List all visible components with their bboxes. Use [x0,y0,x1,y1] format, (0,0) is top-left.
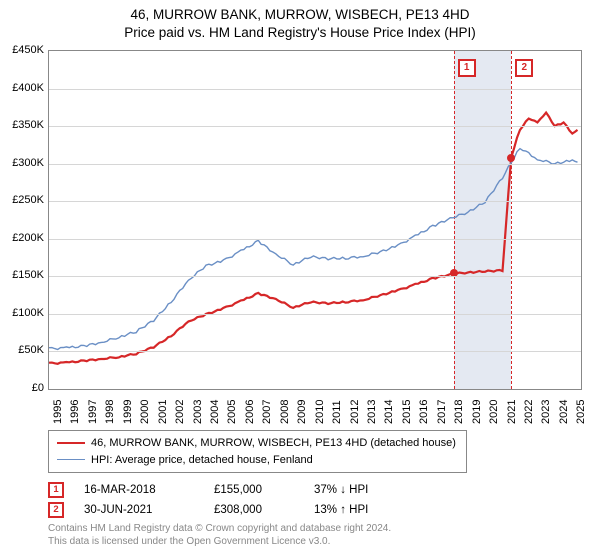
x-axis-label: 2012 [349,400,361,424]
title-main: 46, MURROW BANK, MURROW, WISBECH, PE13 4… [0,6,600,24]
legend-text-2: HPI: Average price, detached house, Fenl… [91,452,313,469]
gridline-h [49,164,581,165]
title-block: 46, MURROW BANK, MURROW, WISBECH, PE13 4… [0,0,600,41]
x-axis-label: 2018 [453,400,465,424]
x-axis-label: 2011 [331,400,343,424]
gridline-h [49,314,581,315]
y-axis-label: £450K [4,44,44,56]
legend-swatch-1 [57,442,85,444]
x-axis-label: 2010 [314,400,326,424]
x-axis-label: 2013 [366,400,378,424]
event-delta-1: 37% ↓ HPI [314,484,404,496]
y-axis-label: £50K [4,344,44,356]
legend-text-1: 46, MURROW BANK, MURROW, WISBECH, PE13 4… [91,435,456,452]
chart-container: 46, MURROW BANK, MURROW, WISBECH, PE13 4… [0,0,600,560]
x-axis-label: 2019 [471,400,483,424]
event-marker-1: 1 [48,482,64,498]
y-axis-label: £350K [4,119,44,131]
x-axis-label: 2022 [523,400,535,424]
footer-line-1: Contains HM Land Registry data © Crown c… [48,522,391,535]
event-price-2: £308,000 [214,504,294,516]
y-axis-label: £100K [4,307,44,319]
x-axis-label: 2008 [279,400,291,424]
gridline-h [49,201,581,202]
legend: 46, MURROW BANK, MURROW, WISBECH, PE13 4… [48,430,467,473]
gridline-h [49,126,581,127]
event-row: 1 16-MAR-2018 £155,000 37% ↓ HPI [48,482,404,498]
footer: Contains HM Land Registry data © Crown c… [48,522,391,548]
event-marker-2: 2 [48,502,64,518]
gridline-h [49,276,581,277]
plot-area: 1 2 [48,50,582,390]
x-axis-label: 2003 [192,400,204,424]
x-axis-label: 2025 [575,400,587,424]
gridline-h [49,239,581,240]
title-sub: Price paid vs. HM Land Registry's House … [0,24,600,42]
x-axis-label: 2014 [383,400,395,424]
x-axis-label: 2015 [401,400,413,424]
x-axis-label: 2020 [488,400,500,424]
marker-label-1: 1 [458,59,476,77]
x-axis-label: 2005 [226,400,238,424]
event-date-2: 30-JUN-2021 [84,504,194,516]
x-axis-label: 2002 [174,400,186,424]
gridline-h [49,351,581,352]
y-axis-label: £400K [4,82,44,94]
x-axis-label: 2004 [209,400,221,424]
x-axis-label: 2017 [436,400,448,424]
event-date-1: 16-MAR-2018 [84,484,194,496]
series-hpi [49,149,578,350]
legend-swatch-2 [57,459,85,460]
events-table: 1 16-MAR-2018 £155,000 37% ↓ HPI 2 30-JU… [48,478,404,522]
y-axis-label: £250K [4,194,44,206]
x-axis-label: 2016 [418,400,430,424]
x-axis-label: 2024 [558,400,570,424]
event-delta-2: 13% ↑ HPI [314,504,404,516]
sale-dot-2 [507,154,515,162]
x-axis-label: 1997 [87,400,99,424]
event-row: 2 30-JUN-2021 £308,000 13% ↑ HPI [48,502,404,518]
x-axis-label: 2000 [139,400,151,424]
y-axis-label: £0 [4,382,44,394]
event-price-1: £155,000 [214,484,294,496]
x-axis-label: 1995 [52,400,64,424]
x-axis-label: 1999 [122,400,134,424]
footer-line-2: This data is licensed under the Open Gov… [48,535,391,548]
x-axis-label: 2001 [157,400,169,424]
legend-item: 46, MURROW BANK, MURROW, WISBECH, PE13 4… [57,435,456,452]
y-axis-label: £200K [4,232,44,244]
gridline-h [49,89,581,90]
x-axis-label: 1998 [104,400,116,424]
legend-item: HPI: Average price, detached house, Fenl… [57,452,456,469]
y-axis-label: £300K [4,157,44,169]
line-svg [49,51,581,389]
x-axis-label: 2023 [540,400,552,424]
y-axis-label: £150K [4,269,44,281]
x-axis-label: 2021 [506,400,518,424]
marker-label-2: 2 [515,59,533,77]
x-axis-label: 1996 [69,400,81,424]
x-axis-label: 2007 [261,400,273,424]
x-axis-label: 2009 [296,400,308,424]
x-axis-label: 2006 [244,400,256,424]
